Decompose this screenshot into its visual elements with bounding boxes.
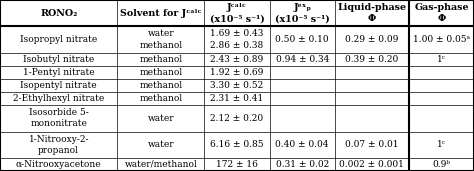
Text: 2.12 ± 0.20: 2.12 ± 0.20 — [210, 114, 264, 123]
Text: 0.40 ± 0.04: 0.40 ± 0.04 — [275, 140, 329, 149]
Text: Isobutyl nitrate: Isobutyl nitrate — [23, 55, 94, 64]
Text: 0.39 ± 0.20: 0.39 ± 0.20 — [345, 55, 399, 64]
Text: 3.30 ± 0.52: 3.30 ± 0.52 — [210, 81, 264, 90]
Text: 0.31 ± 0.02: 0.31 ± 0.02 — [275, 160, 329, 169]
Text: Jᵉˣₚ
(x10⁻⁵ s⁻¹): Jᵉˣₚ (x10⁻⁵ s⁻¹) — [275, 3, 329, 23]
Text: Solvent for Jᶜᵃˡᶜ: Solvent for Jᶜᵃˡᶜ — [120, 9, 201, 18]
Text: Gas-phase
Φ: Gas-phase Φ — [414, 3, 469, 23]
Text: 0.94 ± 0.34: 0.94 ± 0.34 — [275, 55, 329, 64]
Text: 2-Ethylhexyl nitrate: 2-Ethylhexyl nitrate — [13, 94, 104, 103]
Text: 2.31 ± 0.41: 2.31 ± 0.41 — [210, 94, 264, 103]
Text: α-Nitrooxyacetone: α-Nitrooxyacetone — [16, 160, 101, 169]
Text: methanol: methanol — [139, 94, 182, 103]
Text: Isosorbide 5-
mononitrate: Isosorbide 5- mononitrate — [29, 108, 89, 128]
Text: 0.07 ± 0.01: 0.07 ± 0.01 — [345, 140, 399, 149]
Text: 1ᶜ: 1ᶜ — [437, 140, 446, 149]
Text: 6.16 ± 0.85: 6.16 ± 0.85 — [210, 140, 264, 149]
Text: 1-Nitrooxy-2-
propanol: 1-Nitrooxy-2- propanol — [28, 135, 89, 155]
Text: Liquid-phase
Φ: Liquid-phase Φ — [337, 3, 406, 23]
Text: 1.00 ± 0.05ᵃ: 1.00 ± 0.05ᵃ — [413, 35, 470, 44]
Text: water/methanol: water/methanol — [125, 160, 197, 169]
Text: Isopropyl nitrate: Isopropyl nitrate — [20, 35, 97, 44]
Text: 1-Pentyl nitrate: 1-Pentyl nitrate — [23, 68, 94, 77]
Text: 0.29 ± 0.09: 0.29 ± 0.09 — [345, 35, 399, 44]
Text: water: water — [147, 114, 174, 123]
Text: 0.50 ± 0.10: 0.50 ± 0.10 — [275, 35, 329, 44]
Text: Jᶜᵃˡᶜ
(x10⁻⁵ s⁻¹): Jᶜᵃˡᶜ (x10⁻⁵ s⁻¹) — [210, 3, 264, 23]
Text: Isopentyl nitrate: Isopentyl nitrate — [20, 81, 97, 90]
Text: 1.92 ± 0.69: 1.92 ± 0.69 — [210, 68, 264, 77]
Text: methanol: methanol — [139, 68, 182, 77]
Text: 0.002 ± 0.001: 0.002 ± 0.001 — [339, 160, 404, 169]
Text: 2.43 ± 0.89: 2.43 ± 0.89 — [210, 55, 264, 64]
Text: methanol: methanol — [139, 81, 182, 90]
Text: 1.69 ± 0.43
2.86 ± 0.38: 1.69 ± 0.43 2.86 ± 0.38 — [210, 29, 264, 50]
Text: methanol: methanol — [139, 55, 182, 64]
Text: water: water — [147, 140, 174, 149]
Text: RONO₂: RONO₂ — [40, 9, 77, 18]
Text: 172 ± 16: 172 ± 16 — [216, 160, 258, 169]
Text: 1ᶜ: 1ᶜ — [437, 55, 446, 64]
Text: water
methanol: water methanol — [139, 29, 182, 50]
Text: 0.9ᵇ: 0.9ᵇ — [432, 160, 450, 169]
